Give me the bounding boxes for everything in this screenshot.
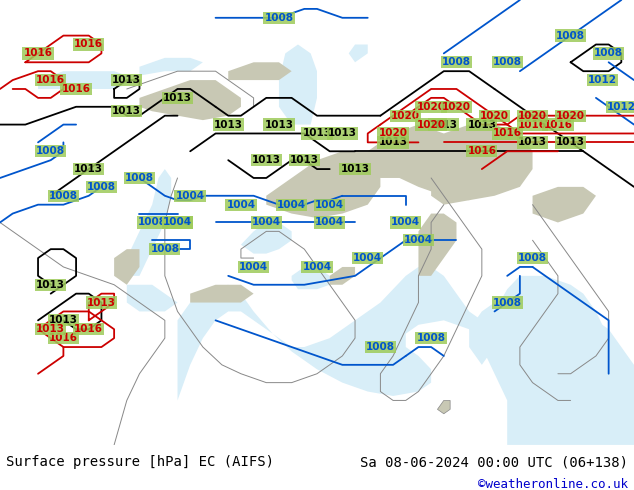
Text: 1008: 1008 — [493, 297, 522, 308]
Text: 1013: 1013 — [302, 128, 332, 139]
Polygon shape — [393, 124, 533, 200]
Polygon shape — [330, 267, 355, 285]
Polygon shape — [437, 400, 450, 414]
Polygon shape — [228, 62, 292, 80]
Text: 1020: 1020 — [417, 120, 446, 129]
Text: 1008: 1008 — [49, 191, 78, 201]
Text: 1020: 1020 — [417, 102, 446, 112]
Text: 1008: 1008 — [556, 30, 585, 41]
Text: 1013: 1013 — [49, 316, 78, 325]
Text: 1020: 1020 — [480, 111, 509, 121]
Text: 1013: 1013 — [467, 120, 496, 129]
Polygon shape — [178, 267, 634, 445]
Text: ©weatheronline.co.uk: ©weatheronline.co.uk — [477, 478, 628, 490]
Polygon shape — [38, 71, 127, 89]
Text: 1008: 1008 — [138, 218, 167, 227]
Text: 1020: 1020 — [518, 111, 547, 121]
Text: 1013: 1013 — [328, 128, 357, 139]
Text: 1016: 1016 — [49, 333, 78, 343]
Text: 1013: 1013 — [214, 120, 243, 129]
Polygon shape — [533, 187, 596, 222]
Polygon shape — [127, 169, 171, 276]
Text: 1008: 1008 — [163, 218, 192, 227]
Text: 1016: 1016 — [74, 324, 103, 334]
Text: 1020: 1020 — [378, 128, 408, 139]
Text: 1008: 1008 — [366, 342, 395, 352]
Text: 1016: 1016 — [467, 147, 496, 156]
Text: 1016: 1016 — [36, 75, 65, 85]
Polygon shape — [266, 151, 380, 218]
Text: 1013: 1013 — [74, 164, 103, 174]
Text: 1008: 1008 — [442, 57, 471, 67]
Text: 1013: 1013 — [340, 164, 370, 174]
Text: Sa 08-06-2024 00:00 UTC (06+138): Sa 08-06-2024 00:00 UTC (06+138) — [359, 455, 628, 469]
Text: 1004: 1004 — [277, 199, 306, 210]
Text: 1013: 1013 — [112, 106, 141, 116]
Text: 1004: 1004 — [226, 199, 256, 210]
Text: 1008: 1008 — [493, 57, 522, 67]
Text: 1016: 1016 — [23, 49, 53, 58]
Text: 1004: 1004 — [239, 262, 268, 272]
Text: 1013: 1013 — [378, 137, 408, 147]
Text: 1016: 1016 — [74, 40, 103, 49]
Text: 1004: 1004 — [163, 218, 192, 227]
Text: 1004: 1004 — [404, 235, 433, 245]
Text: 1013: 1013 — [518, 137, 547, 147]
Text: 1016: 1016 — [518, 120, 547, 129]
Text: 1008: 1008 — [87, 182, 116, 192]
Polygon shape — [349, 45, 368, 62]
Polygon shape — [241, 222, 292, 254]
Text: 1013: 1013 — [112, 75, 141, 85]
Text: 1004: 1004 — [391, 218, 420, 227]
Text: 1008: 1008 — [264, 13, 294, 23]
Polygon shape — [114, 249, 139, 285]
Polygon shape — [431, 178, 482, 205]
Text: 1008: 1008 — [594, 49, 623, 58]
Polygon shape — [139, 58, 203, 75]
Polygon shape — [190, 285, 254, 302]
Polygon shape — [139, 80, 241, 120]
Text: 1020: 1020 — [391, 111, 420, 121]
Text: 1020: 1020 — [442, 102, 471, 112]
Text: 1013: 1013 — [163, 93, 192, 103]
Text: 1004: 1004 — [353, 253, 382, 263]
Text: 1013: 1013 — [556, 137, 585, 147]
Text: 1013: 1013 — [264, 120, 294, 129]
Text: 1012: 1012 — [588, 75, 617, 85]
Text: 1004: 1004 — [176, 191, 205, 201]
Text: 1013: 1013 — [36, 280, 65, 290]
Text: 1013: 1013 — [36, 324, 65, 334]
Polygon shape — [127, 285, 178, 312]
Text: 1004: 1004 — [315, 199, 344, 210]
Polygon shape — [469, 302, 507, 365]
Text: 1016: 1016 — [493, 128, 522, 139]
Text: 1008: 1008 — [36, 147, 65, 156]
Polygon shape — [368, 124, 444, 178]
Text: 1004: 1004 — [315, 218, 344, 227]
Text: 1008: 1008 — [150, 244, 179, 254]
Text: 1008: 1008 — [417, 333, 446, 343]
Text: 1008: 1008 — [125, 173, 154, 183]
Polygon shape — [279, 45, 317, 124]
Text: 1013: 1013 — [429, 120, 458, 129]
Polygon shape — [418, 214, 456, 276]
Text: 1016: 1016 — [543, 120, 573, 129]
Text: 1013: 1013 — [290, 155, 319, 165]
Text: Surface pressure [hPa] EC (AIFS): Surface pressure [hPa] EC (AIFS) — [6, 455, 275, 469]
Polygon shape — [558, 320, 634, 400]
Text: 1013: 1013 — [87, 297, 116, 308]
Text: 1016: 1016 — [61, 84, 91, 94]
Text: 1012: 1012 — [607, 102, 634, 112]
Text: 1004: 1004 — [252, 218, 281, 227]
Text: 1004: 1004 — [302, 262, 332, 272]
Text: 1013: 1013 — [252, 155, 281, 165]
Text: 1008: 1008 — [518, 253, 547, 263]
Text: 1020: 1020 — [556, 111, 585, 121]
Polygon shape — [292, 267, 330, 289]
